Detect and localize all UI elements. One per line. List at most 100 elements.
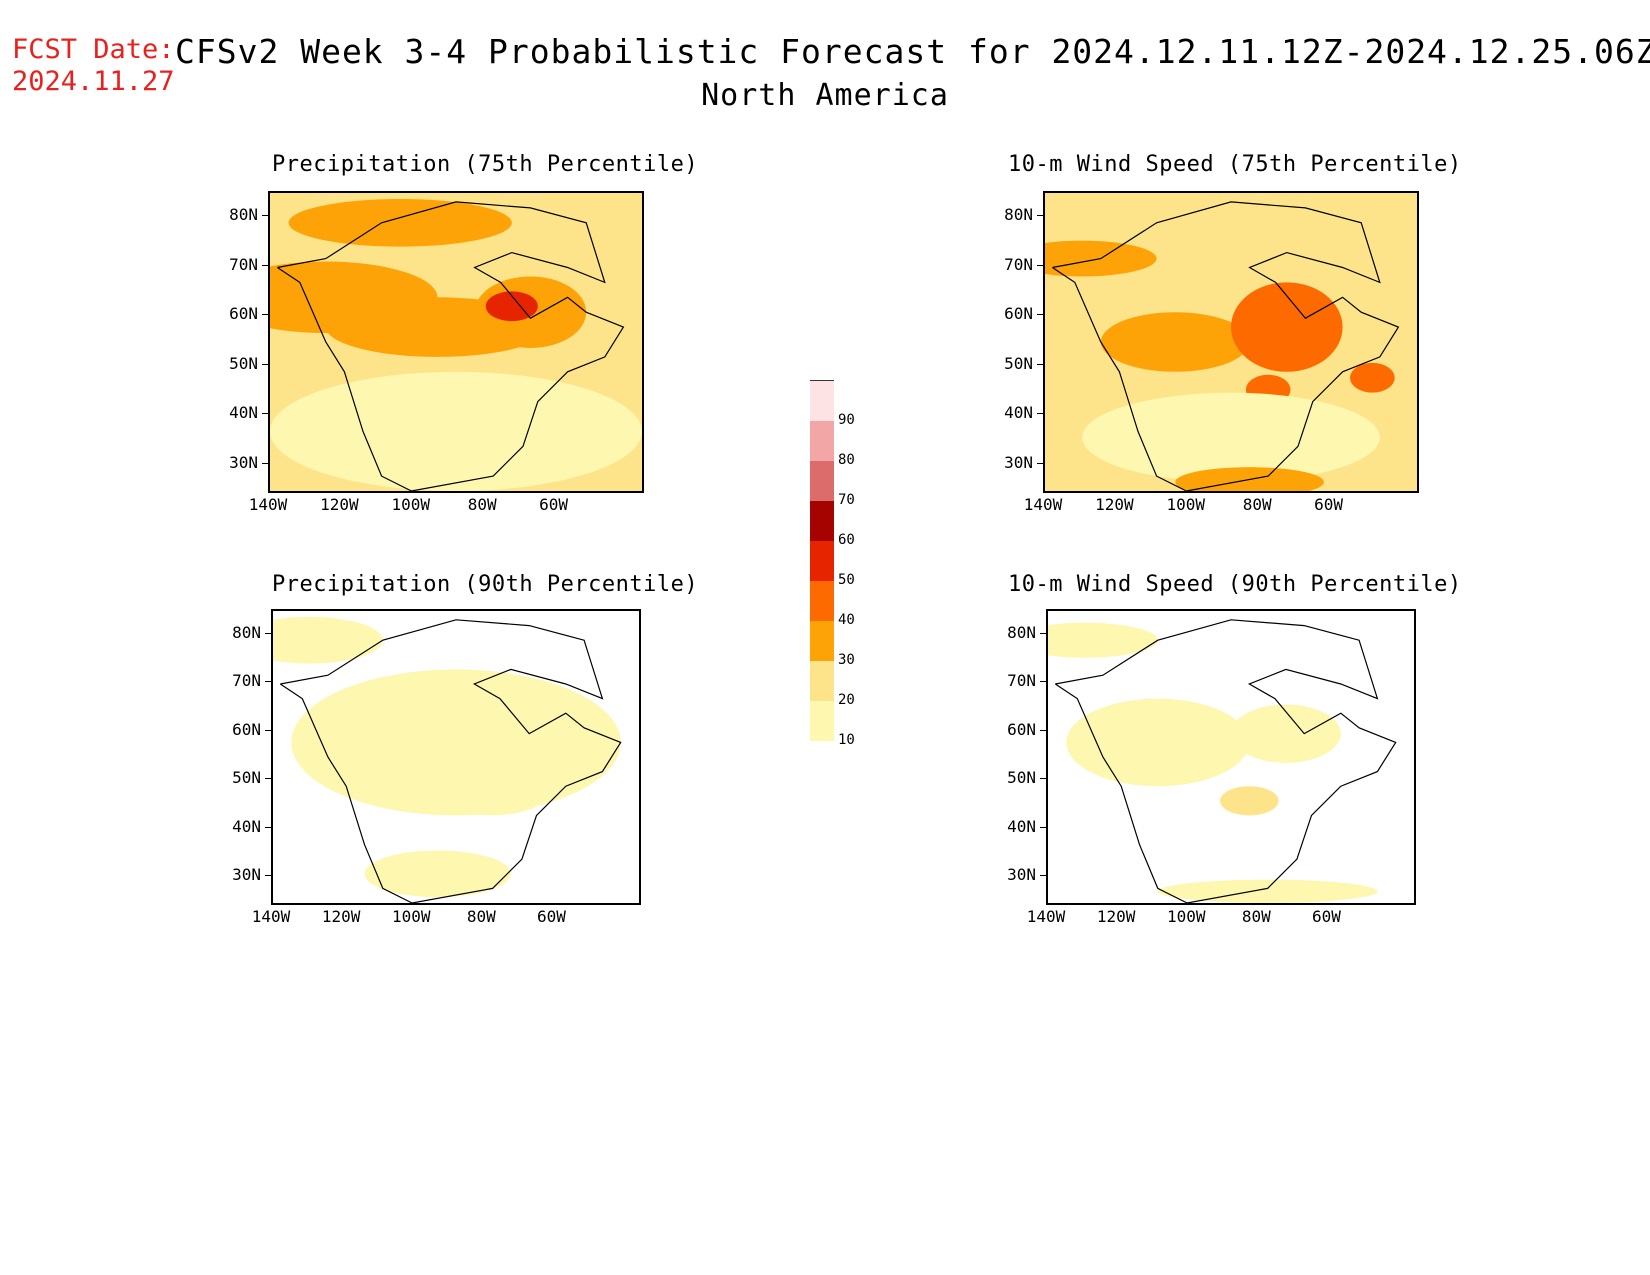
lat-tick <box>1037 264 1043 266</box>
probability-shading <box>270 371 642 491</box>
probability-shading <box>1066 698 1250 787</box>
lat-tick-label: 80N <box>232 623 261 642</box>
lon-tick-label: 60W <box>539 495 569 514</box>
lat-tick <box>1040 633 1046 634</box>
colorbar-label: 30 <box>838 652 855 668</box>
lon-tick-label: 60W <box>536 907 566 926</box>
probability-shading <box>419 727 566 816</box>
colorbar-segment <box>810 500 834 541</box>
lat-tick <box>1037 215 1043 216</box>
lon-tick-label: 80W <box>466 907 496 926</box>
shaded-map <box>1048 619 1397 903</box>
lat-tick-label: 50N <box>232 768 261 788</box>
lat-tick <box>1040 729 1046 731</box>
lat-tick-label: 80N <box>229 205 258 224</box>
colorbar-label: 50 <box>838 572 855 588</box>
colorbar-label: 90 <box>838 412 855 428</box>
map-precip-75 <box>268 191 644 493</box>
lat-tick <box>1040 778 1046 780</box>
lat-tick <box>1040 826 1046 828</box>
lat-tick-label: 40N <box>1004 403 1033 423</box>
lon-tick-label: 80W <box>1242 495 1272 514</box>
lat-tick <box>262 215 268 216</box>
lat-tick <box>1040 875 1046 876</box>
colorbar-label: 20 <box>838 692 855 708</box>
colorbar-segment <box>810 700 834 741</box>
lat-tick-label: 70N <box>229 254 258 274</box>
lat-tick <box>265 681 271 683</box>
colorbar-segment <box>810 660 834 701</box>
shaded-map <box>270 193 642 491</box>
lat-tick <box>1040 681 1046 683</box>
shaded-map <box>1045 193 1417 491</box>
probability-shading <box>1048 622 1158 658</box>
colorbar-segment <box>810 620 834 661</box>
fcst-date-value: 2024.11.27 <box>12 66 175 97</box>
lat-tick <box>262 363 268 365</box>
lat-tick-label: 60N <box>1007 719 1036 739</box>
lon-tick-label: 140W <box>251 907 291 926</box>
panel-title: 10-m Wind Speed (90th Percentile) <box>1008 572 1462 597</box>
lon-tick-label: 140W <box>248 495 288 514</box>
lat-tick-label: 30N <box>1004 453 1033 472</box>
panel-title: Precipitation (75th Percentile) <box>272 152 699 177</box>
map-wind-90 <box>1046 609 1416 905</box>
lat-tick <box>265 875 271 876</box>
lon-tick-label: 120W <box>1095 495 1134 514</box>
colorbar: 10 20 30 40 50 60 70 80 90 <box>800 330 860 750</box>
lat-tick-label: 30N <box>229 453 258 472</box>
lat-tick <box>262 413 268 415</box>
lat-tick <box>265 633 271 634</box>
lat-tick <box>265 826 271 828</box>
lat-tick-label: 40N <box>229 403 258 423</box>
lon-tick-label: 80W <box>1241 907 1271 926</box>
map-precip-90 <box>271 609 641 905</box>
lat-tick <box>1037 314 1043 316</box>
colorbar-segment <box>810 460 834 501</box>
probability-shading <box>1231 282 1343 372</box>
lat-tick-label: 60N <box>232 719 261 739</box>
probability-shading <box>1157 879 1378 903</box>
colorbar-segment <box>810 580 834 621</box>
main-title: CFSv2 Week 3-4 Probabilistic Forecast fo… <box>175 32 1650 71</box>
lon-tick-label: 120W <box>1096 907 1136 926</box>
probability-shading <box>288 198 512 247</box>
lon-tick-label: 100W <box>391 495 431 514</box>
lat-tick-label: 30N <box>232 865 261 884</box>
map-wind-75 <box>1043 191 1419 493</box>
colorbar-label: 60 <box>838 532 855 548</box>
lat-tick-label: 40N <box>232 816 261 836</box>
probability-shading <box>1350 362 1395 393</box>
colorbar-label: 10 <box>838 732 855 748</box>
colorbar-label: 70 <box>838 492 855 508</box>
panel-title: 10-m Wind Speed (75th Percentile) <box>1008 152 1462 177</box>
lat-tick-label: 50N <box>229 353 258 373</box>
lon-tick-label: 60W <box>1314 495 1344 514</box>
lon-tick-label: 120W <box>320 495 359 514</box>
coastline <box>277 201 625 491</box>
fcst-date-label: FCST Date: <box>12 34 175 65</box>
shaded-map <box>273 616 622 903</box>
coastline <box>1054 619 1397 903</box>
lon-tick-label: 100W <box>391 907 431 926</box>
probability-shading <box>1082 392 1380 483</box>
probability-shading <box>1220 786 1279 816</box>
colorbar-segment <box>810 420 834 461</box>
panel-title: Precipitation (90th Percentile) <box>272 572 699 597</box>
lon-tick-label: 120W <box>321 907 361 926</box>
probability-shading <box>364 850 511 898</box>
lat-tick-label: 50N <box>1007 768 1036 788</box>
lon-tick-label: 80W <box>467 495 497 514</box>
lon-tick-label: 140W <box>1026 907 1066 926</box>
lat-tick-label: 70N <box>232 671 261 691</box>
lat-tick-label: 40N <box>1007 816 1036 836</box>
lat-tick-label: 60N <box>1004 304 1033 324</box>
probability-shading <box>273 616 383 664</box>
coastline <box>1052 201 1400 491</box>
probability-shading <box>485 291 538 322</box>
colorbar-segment <box>810 380 834 421</box>
lat-tick-label: 60N <box>229 304 258 324</box>
lat-tick <box>262 264 268 266</box>
region-subtitle: North America <box>701 78 949 113</box>
lat-tick-label: 70N <box>1007 671 1036 691</box>
